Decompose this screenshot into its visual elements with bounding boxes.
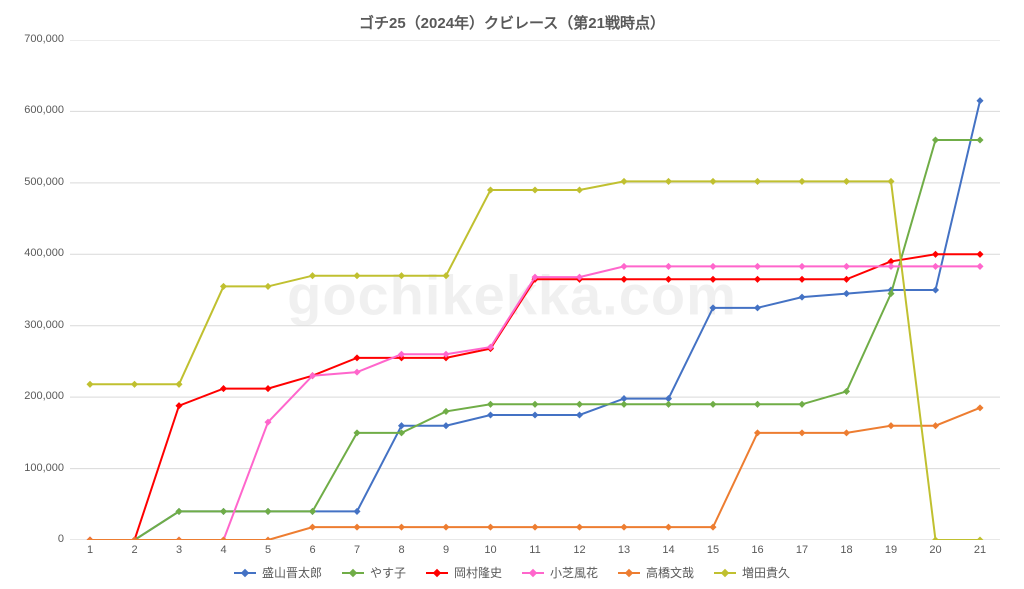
x-tick-label: 15 — [703, 544, 723, 556]
y-tick-label: 200,000 — [4, 390, 64, 402]
x-tick-label: 14 — [659, 544, 679, 556]
legend-swatch — [234, 568, 256, 578]
x-tick-label: 5 — [258, 544, 278, 556]
legend-label: 増田貴久 — [742, 564, 790, 581]
x-tick-label: 17 — [792, 544, 812, 556]
legend-item: 盛山晋太郎 — [234, 564, 322, 581]
legend-swatch — [618, 568, 640, 578]
x-tick-label: 18 — [837, 544, 857, 556]
x-tick-label: 1 — [80, 544, 100, 556]
chart-title: ゴチ25（2024年）クビレース（第21戦時点） — [0, 12, 1024, 33]
x-tick-label: 8 — [392, 544, 412, 556]
legend-label: やす子 — [370, 564, 406, 581]
y-tick-label: 0 — [4, 533, 64, 545]
y-tick-label: 600,000 — [4, 104, 64, 116]
legend-swatch — [714, 568, 736, 578]
x-tick-label: 16 — [748, 544, 768, 556]
chart-legend: 盛山晋太郎 やす子 岡村隆史 小芝風花 高橋文哉 増田貴久 — [0, 564, 1024, 581]
y-tick-label: 500,000 — [4, 176, 64, 188]
x-tick-label: 9 — [436, 544, 456, 556]
chart-plot — [70, 40, 1000, 540]
x-tick-label: 13 — [614, 544, 634, 556]
legend-item: 岡村隆史 — [426, 564, 502, 581]
x-tick-label: 20 — [926, 544, 946, 556]
y-tick-label: 300,000 — [4, 319, 64, 331]
x-tick-label: 19 — [881, 544, 901, 556]
legend-swatch — [522, 568, 544, 578]
legend-item: 高橋文哉 — [618, 564, 694, 581]
legend-swatch — [426, 568, 448, 578]
x-tick-label: 10 — [481, 544, 501, 556]
legend-item: 小芝風花 — [522, 564, 598, 581]
x-tick-label: 4 — [214, 544, 234, 556]
legend-label: 岡村隆史 — [454, 564, 502, 581]
x-tick-label: 7 — [347, 544, 367, 556]
legend-label: 高橋文哉 — [646, 564, 694, 581]
y-tick-label: 700,000 — [4, 33, 64, 45]
legend-label: 小芝風花 — [550, 564, 598, 581]
chart-container: ゴチ25（2024年）クビレース（第21戦時点） gochikekka.com … — [0, 0, 1024, 589]
legend-item: 増田貴久 — [714, 564, 790, 581]
legend-swatch — [342, 568, 364, 578]
legend-item: やす子 — [342, 564, 406, 581]
legend-label: 盛山晋太郎 — [262, 564, 322, 581]
x-tick-label: 21 — [970, 544, 990, 556]
y-tick-label: 400,000 — [4, 247, 64, 259]
y-tick-label: 100,000 — [4, 462, 64, 474]
x-tick-label: 12 — [570, 544, 590, 556]
x-tick-label: 11 — [525, 544, 545, 556]
x-tick-label: 3 — [169, 544, 189, 556]
x-tick-label: 6 — [303, 544, 323, 556]
x-tick-label: 2 — [125, 544, 145, 556]
